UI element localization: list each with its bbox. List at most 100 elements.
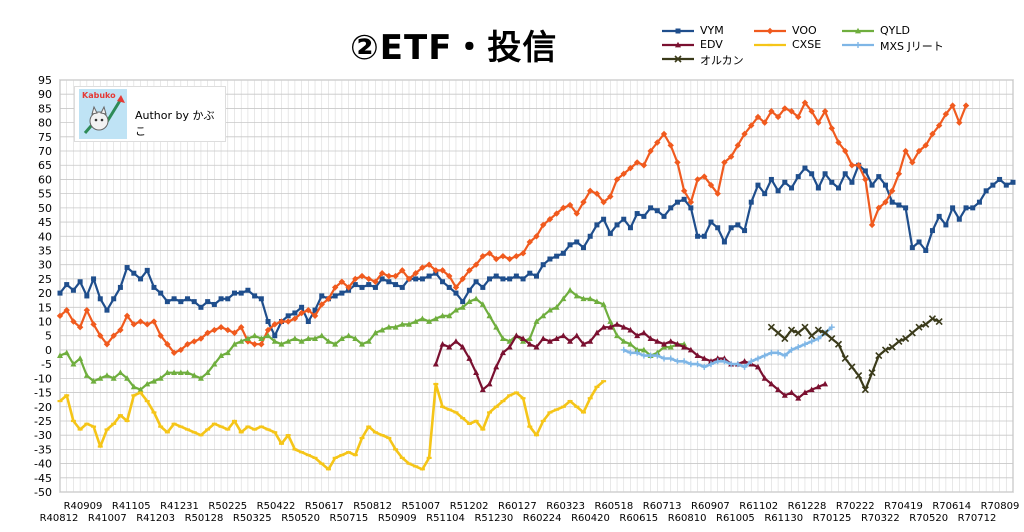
data-point: [674, 341, 681, 347]
data-point: [748, 199, 754, 205]
data-point: [928, 315, 937, 323]
data-point: [137, 318, 144, 325]
data-point: [748, 358, 755, 365]
data-point: [170, 349, 178, 356]
data-point: [675, 41, 681, 48]
data-point: [117, 369, 124, 376]
data-point: [627, 225, 633, 231]
data-point: [567, 242, 573, 248]
data-point: [399, 284, 405, 290]
data-point: [621, 216, 627, 222]
data-point: [439, 267, 446, 274]
data-point: [332, 341, 339, 347]
data-point: [452, 338, 459, 344]
data-point: [554, 253, 560, 259]
data-point: [674, 55, 682, 63]
legend-label: VYM: [700, 24, 724, 37]
data-point: [620, 170, 627, 177]
author-credit: Author by かぶこ: [135, 109, 215, 138]
legend-label: QYLD: [880, 24, 910, 37]
data-point: [888, 343, 896, 351]
data-point: [741, 358, 748, 364]
data-point: [425, 261, 433, 268]
data-point: [754, 113, 762, 121]
data-point: [587, 233, 593, 239]
chart-title: ②ETF・投信: [350, 28, 558, 68]
data-point: [57, 352, 63, 359]
data-point: [365, 338, 372, 344]
data-point: [332, 293, 338, 299]
data-point: [560, 204, 567, 212]
data-point: [412, 318, 419, 324]
data-point: [627, 349, 634, 356]
data-point: [762, 191, 768, 197]
data-point: [244, 335, 251, 341]
data-point: [694, 176, 701, 183]
data-point: [929, 228, 935, 234]
data-point: [479, 301, 486, 307]
data-point: [271, 321, 278, 328]
data-point: [794, 329, 802, 337]
data-point: [876, 174, 882, 180]
data-point: [124, 375, 131, 381]
data-point: [399, 321, 406, 327]
data-point: [506, 338, 513, 344]
data-point: [882, 182, 888, 188]
data-point: [855, 162, 862, 169]
data-point: [667, 142, 674, 149]
data-point: [627, 326, 634, 333]
y-tick-label: 55: [38, 188, 52, 201]
x-tick-label-top: R60518: [595, 501, 634, 512]
data-point: [754, 363, 761, 370]
data-point: [440, 279, 446, 285]
data-point: [560, 295, 567, 302]
data-point: [680, 187, 688, 195]
data-point: [842, 147, 849, 155]
data-point: [546, 216, 554, 223]
x-tick-label-bottom: R50128: [185, 513, 224, 524]
data-point: [781, 392, 788, 398]
data-point: [110, 332, 117, 339]
data-point: [634, 349, 641, 356]
data-point: [593, 329, 600, 336]
y-tick-label: -50: [34, 486, 52, 499]
data-point: [144, 267, 150, 273]
data-point: [768, 176, 774, 182]
data-point: [378, 270, 386, 277]
data-point: [601, 216, 607, 222]
data-point: [272, 333, 278, 339]
data-point: [828, 335, 836, 343]
data-point: [801, 323, 809, 331]
data-point: [466, 298, 473, 305]
data-point: [97, 332, 104, 339]
data-point: [654, 352, 661, 359]
data-point: [668, 205, 674, 211]
data-point: [734, 142, 742, 149]
data-point: [755, 182, 761, 188]
data-point: [640, 162, 648, 169]
data-point: [90, 321, 97, 328]
data-point: [694, 361, 701, 368]
y-tick-label: 70: [38, 145, 52, 158]
data-point: [660, 130, 668, 138]
data-point: [507, 276, 513, 282]
data-point: [56, 312, 64, 320]
x-tick-label-top: R60907: [691, 501, 730, 512]
data-point: [533, 343, 540, 350]
data-point: [299, 304, 305, 310]
data-point: [171, 296, 177, 302]
data-point: [593, 298, 600, 305]
data-point: [1010, 179, 1016, 185]
data-point: [459, 343, 466, 350]
data-point: [77, 355, 84, 361]
data-point: [774, 329, 782, 337]
data-point: [640, 329, 647, 336]
data-point: [231, 290, 237, 296]
data-point: [245, 287, 251, 293]
y-tick-label: 30: [38, 259, 52, 272]
data-point: [775, 349, 782, 356]
data-point: [486, 250, 493, 257]
y-tick-label: 50: [38, 202, 52, 215]
y-tick-label: 80: [38, 117, 52, 130]
data-point: [661, 355, 668, 362]
